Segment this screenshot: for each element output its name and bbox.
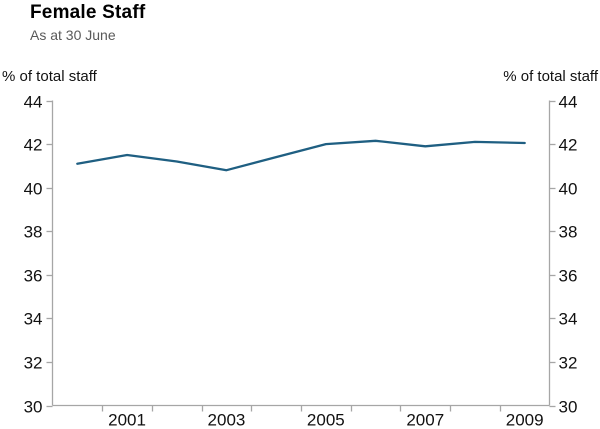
y-tick-label-right: 30 bbox=[559, 398, 578, 417]
y-tick-label-left: 36 bbox=[24, 267, 43, 286]
x-tick-label: 2001 bbox=[108, 411, 146, 429]
data-line-female-staff bbox=[76, 139, 526, 172]
x-tick-label: 2007 bbox=[406, 411, 444, 429]
y-tick-label-left: 42 bbox=[24, 136, 43, 155]
y-tick-label-right: 38 bbox=[559, 223, 578, 242]
y-tick-label-right: 40 bbox=[559, 180, 578, 199]
y-tick-label-left: 40 bbox=[24, 180, 43, 199]
chart-subtitle: As at 30 June bbox=[30, 27, 116, 43]
x-tick-label: 2003 bbox=[208, 411, 246, 429]
right-axis-unit-label: % of total staff bbox=[503, 68, 598, 85]
chart-title: Female Staff bbox=[30, 2, 146, 23]
y-tick-label-right: 42 bbox=[559, 136, 578, 155]
y-tick-label-right: 44 bbox=[559, 93, 578, 112]
left-axis-unit-label: % of total staff bbox=[2, 68, 97, 85]
x-tick-label: 2005 bbox=[307, 411, 345, 429]
x-tick-label: 2009 bbox=[506, 411, 544, 429]
y-tick-label-left: 30 bbox=[24, 398, 43, 417]
y-tick-label-left: 38 bbox=[24, 223, 43, 242]
y-tick-label-right: 34 bbox=[559, 310, 578, 329]
y-tick-label-left: 32 bbox=[24, 354, 43, 373]
y-tick-label-right: 36 bbox=[559, 267, 578, 286]
y-tick-label-right: 32 bbox=[559, 354, 578, 373]
y-tick-label-left: 34 bbox=[24, 310, 43, 329]
y-tick-label-left: 44 bbox=[24, 93, 43, 112]
